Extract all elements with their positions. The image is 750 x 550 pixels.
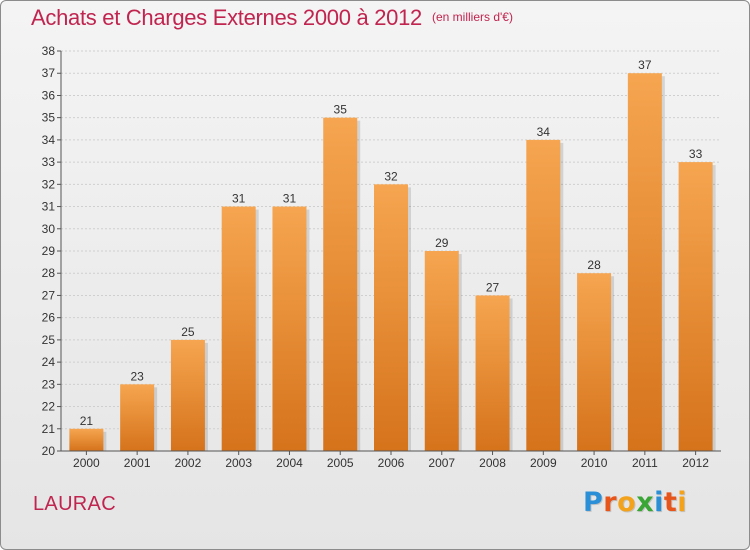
logo-letter: P [583, 487, 604, 518]
x-tick-label: 2004 [276, 456, 303, 470]
bar [424, 251, 459, 451]
y-tick-label: 35 [42, 111, 56, 125]
bar [577, 273, 612, 451]
bar-value-label: 27 [486, 280, 500, 294]
bar [221, 206, 256, 451]
logo-letter: i [654, 487, 664, 518]
bar-value-label: 35 [334, 103, 348, 117]
y-tick-label: 27 [42, 288, 56, 302]
chart-unit-text: (en milliers d'€) [431, 10, 513, 24]
x-tick-label: 2008 [479, 456, 506, 470]
bar-value-label: 31 [283, 192, 297, 206]
y-tick-label: 21 [42, 422, 56, 436]
proxiti-logo: Proxiti [583, 487, 687, 518]
y-tick-label: 22 [42, 400, 56, 414]
logo-letter: t [663, 487, 678, 518]
bar-value-label: 31 [232, 192, 246, 206]
y-tick-label: 26 [42, 311, 56, 325]
bar-value-label: 28 [587, 258, 601, 272]
bar-value-label: 34 [537, 125, 551, 139]
axes [57, 50, 721, 455]
y-tick-label: 37 [42, 66, 56, 80]
commune-name: LAURAC [33, 493, 116, 515]
y-tick-label: 32 [42, 177, 56, 191]
logo-letter: r [603, 487, 618, 518]
bar [323, 117, 358, 452]
logo-letter: i [677, 487, 688, 518]
y-tick-label: 34 [42, 133, 56, 147]
bars [69, 73, 716, 452]
bar-value-label: 32 [384, 169, 398, 183]
x-tick-label: 2012 [682, 456, 709, 470]
bar [526, 139, 561, 451]
bar [475, 295, 510, 451]
bar-value-label: 29 [435, 236, 449, 250]
y-tick-label: 28 [42, 266, 56, 280]
bar [627, 73, 662, 451]
y-tick-label: 31 [42, 200, 56, 214]
bar-value-label: 37 [638, 58, 652, 72]
x-tick-label: 2010 [581, 456, 608, 470]
x-tick-label: 2000 [73, 456, 100, 470]
y-tick-label: 36 [42, 88, 56, 102]
x-tick-label: 2006 [378, 456, 405, 470]
bar [272, 206, 307, 451]
y-tick-label: 33 [42, 155, 56, 169]
chart-title: Achats et Charges Externes 2000 à 2012 (e… [31, 5, 513, 31]
x-tick-label: 2003 [225, 456, 252, 470]
x-tick-label: 2011 [632, 456, 658, 470]
y-tick-label: 25 [42, 333, 56, 347]
y-tick-label: 23 [42, 377, 56, 391]
x-tick-label: 2009 [530, 456, 557, 470]
bar [170, 339, 205, 451]
x-tick-label: 2002 [175, 456, 202, 470]
x-tick-label: 2005 [327, 456, 354, 470]
chart-title-text: Achats et Charges Externes 2000 à 2012 [31, 5, 422, 30]
bar [69, 428, 104, 451]
x-tick-label: 2001 [124, 456, 151, 470]
bar-value-label: 25 [181, 325, 195, 339]
y-tick-label: 20 [42, 444, 56, 458]
bar [678, 162, 713, 451]
labels: 20 21 22 23 24 25 26 27 28 29 30 31 32 33 34 35 36 37 38 21… [42, 44, 710, 470]
logo-letter: x [636, 487, 655, 518]
bar [120, 384, 155, 451]
y-tick-label: 24 [42, 355, 56, 369]
y-tick-label: 29 [42, 244, 56, 258]
y-tick-label: 38 [42, 44, 56, 58]
bar-value-label: 23 [130, 369, 144, 383]
logo-letter: o [617, 487, 637, 518]
bar-value-label: 33 [689, 147, 703, 161]
x-tick-label: 2007 [428, 456, 455, 470]
bar [374, 184, 408, 452]
bar-value-label: 21 [80, 414, 94, 428]
y-tick-label: 30 [42, 222, 56, 236]
